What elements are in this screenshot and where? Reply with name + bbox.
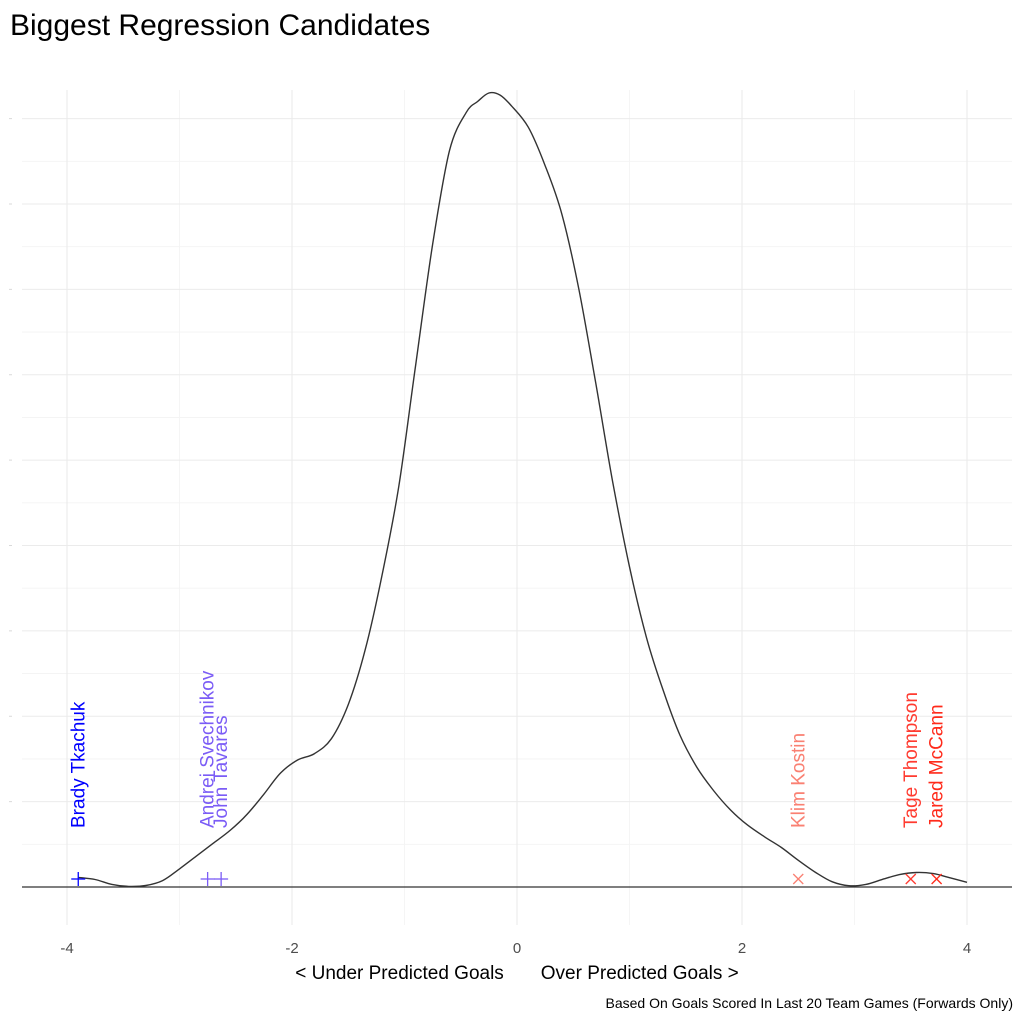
player-marker	[71, 872, 86, 886]
density-curve	[78, 91, 968, 888]
player-marker	[905, 873, 917, 885]
player-marker	[200, 872, 215, 886]
marker-cross-b	[905, 873, 917, 885]
player-marker	[931, 873, 943, 885]
player-label: Brady Tkachuk	[68, 701, 89, 828]
player-markers	[71, 872, 943, 886]
marker-cross-b	[792, 873, 804, 885]
player-label: Jared McCann	[927, 704, 948, 828]
player-marker	[792, 873, 804, 885]
x-tick-label: 4	[963, 940, 971, 957]
chart-caption: Based On Goals Scored In Last 20 Team Ga…	[606, 995, 1013, 1011]
x-tick-label: -2	[285, 940, 298, 957]
marker-cross-b	[931, 873, 943, 885]
x-tick-label: 2	[738, 940, 746, 957]
player-label: Andrei Svechnikov	[198, 670, 219, 828]
player-label: Tage Thompson	[901, 692, 922, 828]
player-label: Klim Kostin	[788, 733, 809, 828]
player-label: John Tavares	[211, 715, 232, 828]
grid-major-lines	[9, 90, 1012, 925]
x-tick-label: -4	[60, 940, 73, 957]
x-axis-ticks: -4 -2 0 2 4	[60, 940, 971, 957]
x-tick-label: 0	[513, 940, 521, 957]
x-axis-label: < Under Predicted Goals Over Predicted G…	[295, 963, 739, 984]
chart-title: Biggest Regression Candidates	[10, 9, 430, 42]
player-marker	[214, 872, 229, 886]
